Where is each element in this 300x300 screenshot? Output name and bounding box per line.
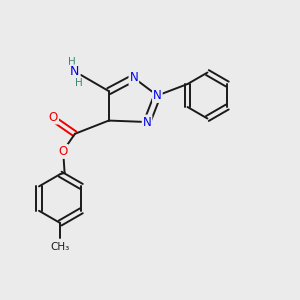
Text: N: N <box>129 71 138 84</box>
Text: H: H <box>68 57 75 67</box>
Text: N: N <box>143 116 152 128</box>
Text: N: N <box>153 89 162 102</box>
Text: O: O <box>49 110 58 124</box>
Text: H: H <box>75 78 82 88</box>
Text: CH₃: CH₃ <box>51 242 70 252</box>
Text: N: N <box>70 65 80 79</box>
Text: O: O <box>58 145 68 158</box>
